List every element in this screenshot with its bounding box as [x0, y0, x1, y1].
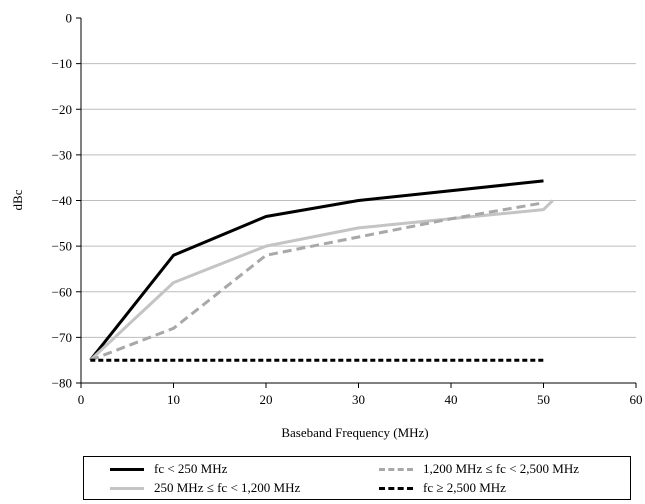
series-line: [89, 179, 544, 362]
x-tick-label: 40: [445, 392, 458, 407]
y-tick-label: −50: [52, 239, 72, 254]
legend-label: fc ≥ 2,500 MHz: [423, 480, 506, 495]
legend-swatch: [110, 467, 144, 471]
legend-label: 250 MHz ≤ fc < 1,200 MHz: [154, 480, 301, 495]
y-tick-label: −20: [52, 102, 72, 117]
legend-item: 250 MHz ≤ fc < 1,200 MHz: [110, 478, 300, 498]
x-tick-label: 60: [630, 392, 643, 407]
chart: 0 −10 −20 −30 −40 −50 −60 −70 −80 0 10 20 30 40 50 60 B…: [10, 11, 643, 441]
series-lines: [89, 179, 554, 362]
x-axis-label: Baseband Frequency (MHz): [281, 425, 428, 440]
axes: 0 −10 −20 −30 −40 −50 −60 −70 −80 0 10 20 30 40 50 60: [52, 11, 643, 408]
x-tick-label: 10: [167, 392, 180, 407]
legend-swatch: [379, 486, 413, 490]
x-tick-label: 30: [352, 392, 365, 407]
legend-item: fc < 250 MHz: [110, 459, 227, 479]
y-tick-label: −80: [52, 376, 72, 391]
x-tick-label: 50: [537, 392, 550, 407]
y-tick-label: 0: [66, 11, 73, 26]
y-tick-label: −40: [52, 193, 72, 208]
y-tick-label: −10: [52, 56, 72, 71]
grid-lines: [81, 63, 636, 338]
x-tick-label: 20: [260, 392, 273, 407]
x-tick-label: 0: [78, 392, 85, 407]
legend-swatch: [110, 486, 144, 490]
y-tick-label: −30: [52, 147, 72, 162]
legend-item: 1,200 MHz ≤ fc < 2,500 MHz: [379, 459, 579, 479]
legend-swatch: [379, 467, 413, 471]
series-line: [89, 201, 544, 362]
y-tick-label: −70: [52, 330, 72, 345]
series-line: [89, 199, 554, 362]
legend: fc < 250 MHz 250 MHz ≤ fc < 1,200 MHz 1,…: [83, 456, 631, 500]
y-tick-label: −60: [52, 284, 72, 299]
legend-label: fc < 250 MHz: [154, 461, 228, 476]
legend-label: 1,200 MHz ≤ fc < 2,500 MHz: [423, 461, 579, 476]
y-axis-label: dBc: [10, 189, 25, 210]
legend-item: fc ≥ 2,500 MHz: [379, 478, 506, 498]
